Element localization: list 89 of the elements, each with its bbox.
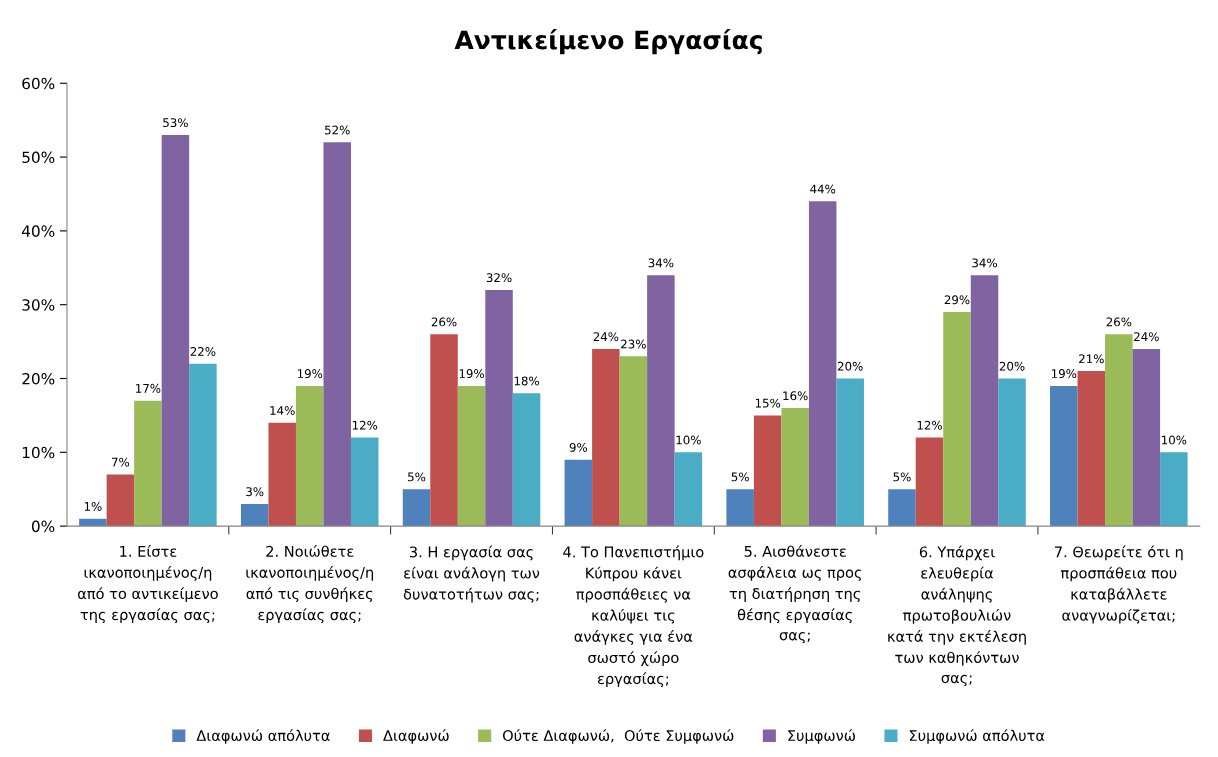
- bar: [240, 503, 269, 527]
- legend-label: Διαφωνώ απόλυτα: [196, 729, 330, 744]
- bar: [998, 378, 1026, 527]
- data-label: 12%: [917, 420, 942, 430]
- data-label: 3%: [246, 487, 264, 497]
- data-label: 12%: [352, 420, 378, 430]
- y-tick-label: 0%: [31, 520, 55, 533]
- data-label: 23%: [621, 339, 646, 349]
- bar: [836, 378, 864, 527]
- y-tick-label: 50%: [22, 151, 55, 164]
- y-tick-label: 30%: [22, 299, 55, 311]
- bar: [1105, 334, 1133, 527]
- data-label: 5%: [408, 472, 426, 482]
- data-label: 32%: [486, 273, 512, 283]
- bar: [808, 201, 837, 527]
- data-label: 44%: [810, 184, 836, 194]
- data-label: 53%: [163, 118, 188, 128]
- data-label: 1%: [84, 501, 102, 511]
- bar: [943, 312, 971, 527]
- legend-label: Διαφωνώ: [383, 729, 449, 744]
- data-label: 15%: [755, 398, 781, 408]
- x-tick-label: 5. Αισθάνεστε ασφάλεια ως προς τη διατήρηση της θέσης εργασίας σας;: [728, 544, 862, 644]
- x-tick-label: 4. Το Πανεπιστήμιο Κύπρου κάνει προσπάθειες να καλύψει τις ανάγκες για ένα σωστό χώρο εργασίας;: [563, 545, 704, 688]
- data-label: 52%: [325, 125, 350, 135]
- y-tick-label: 40%: [21, 225, 55, 237]
- data-label: 9%: [569, 442, 588, 452]
- x-tick-label: 3. Η εργασία σας είναι ανάλογη των δυνατοτήτων σας;: [403, 545, 540, 603]
- legend-label: Συμφωνώ: [788, 729, 855, 744]
- data-label: 19%: [297, 369, 323, 379]
- legend-label: Συμφωνώ απόλυτα: [909, 729, 1045, 744]
- x-tick-label: 2. Νοιώθετε ικανοποιημένος/η από τις συνθήκες εργασίας σας;: [246, 544, 373, 624]
- data-label: 16%: [783, 391, 808, 401]
- y-tick-label: 10%: [22, 446, 55, 459]
- bar: [592, 348, 620, 527]
- bar: [485, 289, 513, 527]
- data-label: 5%: [731, 472, 749, 482]
- bar: [457, 385, 486, 527]
- data-label: 24%: [1134, 332, 1159, 342]
- bar: [430, 334, 458, 527]
- x-tick-label: 6. Υπάρχει ελευθερία ανάληψης πρωτοβουλιών κατά την εκτέλεση των καθηκόντων σας;: [888, 545, 1026, 687]
- bar: [1160, 452, 1188, 527]
- data-label: 20%: [999, 361, 1025, 371]
- x-tick-label: 1. Είστε ικανοποιημένος/η από το αντικείμενο της εργασίας σας;: [78, 544, 218, 624]
- chart-title: Αντικείμενο Εργασίας: [454, 29, 762, 55]
- data-label: 20%: [837, 361, 863, 371]
- bar: [295, 385, 324, 527]
- bar: [674, 452, 703, 527]
- bar: [134, 400, 162, 527]
- data-label: 24%: [593, 332, 619, 342]
- y-tick-label: 60%: [22, 77, 55, 90]
- bar: [1050, 385, 1078, 527]
- bar: [753, 415, 782, 527]
- data-label: 29%: [944, 295, 970, 305]
- bar: [402, 489, 431, 527]
- bar: [970, 275, 999, 527]
- bar: [512, 393, 541, 527]
- bar: [106, 474, 135, 527]
- data-label: 26%: [1106, 317, 1132, 327]
- x-tick-label: 7. Θεωρείτε ότι η προσπάθεια που καταβάλλετε αναγνωρίζεται;: [1055, 545, 1183, 624]
- data-label: 19%: [1051, 369, 1077, 379]
- data-label: 19%: [459, 369, 485, 379]
- bar: [726, 489, 754, 527]
- y-tick-label: 20%: [22, 372, 55, 385]
- bar: [1132, 348, 1161, 527]
- bar: [647, 275, 675, 527]
- data-label: 10%: [1162, 435, 1187, 445]
- bar: [781, 408, 809, 527]
- data-label: 7%: [111, 457, 130, 467]
- legend-label: Ούτε Διαφωνώ, Ούτε Συμφωνώ: [503, 729, 734, 744]
- bar: [619, 356, 648, 527]
- bar: [1077, 371, 1106, 527]
- data-label: 18%: [514, 376, 540, 386]
- data-label: 34%: [972, 258, 997, 268]
- bar: [915, 437, 944, 527]
- bar: [888, 489, 916, 527]
- data-label: 14%: [270, 406, 295, 415]
- bar: [268, 422, 296, 527]
- bar: [564, 459, 593, 527]
- data-label: 10%: [676, 435, 701, 445]
- data-label: 5%: [893, 472, 911, 482]
- data-label: 21%: [1079, 354, 1104, 364]
- data-label: 22%: [190, 346, 216, 356]
- bar: [323, 142, 351, 527]
- data-label: 26%: [431, 317, 457, 327]
- bar: [161, 134, 190, 527]
- bar: [189, 363, 217, 527]
- bar: [350, 437, 379, 527]
- data-label: 34%: [648, 258, 674, 268]
- data-label: 17%: [136, 383, 161, 393]
